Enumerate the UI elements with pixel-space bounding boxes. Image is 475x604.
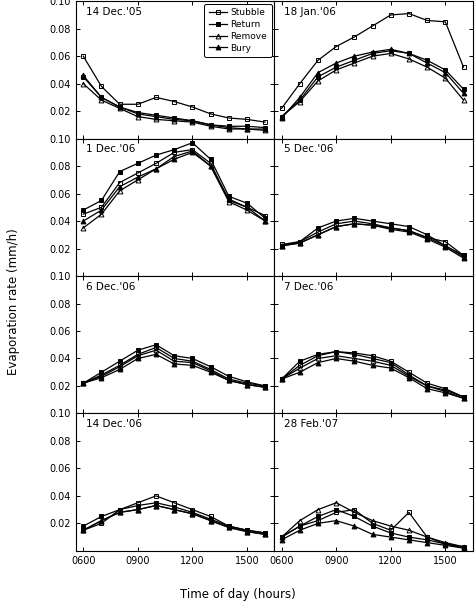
Text: Time of day (hours): Time of day (hours) xyxy=(180,588,295,601)
Text: 18 Jan.'06: 18 Jan.'06 xyxy=(284,7,336,17)
Legend: Stubble, Return, Remove, Bury: Stubble, Return, Remove, Bury xyxy=(204,4,272,57)
Text: 6 Dec.'06: 6 Dec.'06 xyxy=(86,281,135,292)
Text: 5 Dec.'06: 5 Dec.'06 xyxy=(284,144,333,154)
Text: 14 Dec.'05: 14 Dec.'05 xyxy=(86,7,142,17)
Text: Evaporation rate (mm/h): Evaporation rate (mm/h) xyxy=(7,229,20,375)
Text: 7 Dec.'06: 7 Dec.'06 xyxy=(284,281,333,292)
Text: 1 Dec.'06: 1 Dec.'06 xyxy=(86,144,135,154)
Text: 28 Feb.'07: 28 Feb.'07 xyxy=(284,419,338,429)
Text: 14 Dec.'06: 14 Dec.'06 xyxy=(86,419,142,429)
